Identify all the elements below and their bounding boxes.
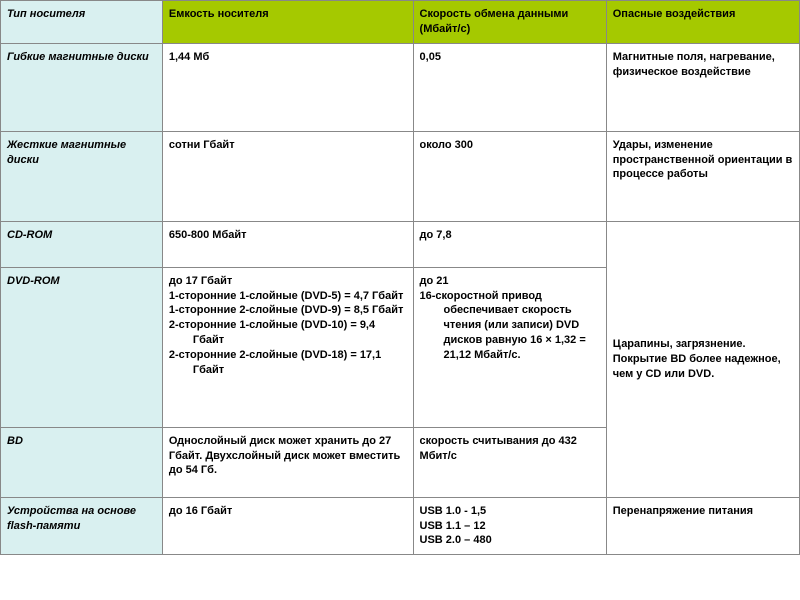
capacity-line: 1-сторонние 2-слойные (DVD-9) = 8,5 Гбай… — [169, 303, 407, 318]
table-body: Гибкие магнитные диски 1,44 Мб 0,05 Магн… — [1, 43, 800, 555]
cell-capacity: Однослойный диск может хранить до 27 Гба… — [162, 427, 413, 497]
table-header-row: Тип носителя Емкость носителя Скорость о… — [1, 1, 800, 44]
cell-speed: до 7,8 — [413, 221, 606, 267]
cell-hazard: Удары, изменение пространственной ориент… — [606, 131, 799, 221]
cell-type: Жесткие магнитные диски — [1, 131, 163, 221]
cell-capacity: сотни Гбайт — [162, 131, 413, 221]
capacity-line: 2-сторонние 1-слойные (DVD-10) = 9,4 Гба… — [169, 318, 407, 348]
table-row: Устройства на основе flash-памяти до 16 … — [1, 497, 800, 555]
cell-hazard: Магнитные поля, нагревание, физическое в… — [606, 43, 799, 131]
cell-speed: около 300 — [413, 131, 606, 221]
speed-line: USB 1.1 – 12 — [420, 520, 486, 532]
cell-hazard: Перенапряжение питания — [606, 497, 799, 555]
storage-media-table: Тип носителя Емкость носителя Скорость о… — [0, 0, 800, 555]
cell-capacity: до 16 Гбайт — [162, 497, 413, 555]
speed-line: USB 1.0 - 1,5 — [420, 505, 487, 517]
cell-speed: до 21 16-скоростной привод обеспечивает … — [413, 267, 606, 427]
table-row: Жесткие магнитные диски сотни Гбайт окол… — [1, 131, 800, 221]
cell-type: Устройства на основе flash-памяти — [1, 497, 163, 555]
col-header-capacity: Емкость носителя — [162, 1, 413, 44]
speed-line: 16-скоростной привод обеспечивает скорос… — [420, 289, 600, 363]
cell-type: Гибкие магнитные диски — [1, 43, 163, 131]
cell-hazard-merged: Царапины, загрязнение. Покрытие BD более… — [606, 221, 799, 497]
cell-speed: скорость считывания до 432 Мбит/с — [413, 427, 606, 497]
col-header-hazard: Опасные воздействия — [606, 1, 799, 44]
cell-speed: USB 1.0 - 1,5 USB 1.1 – 12 USB 2.0 – 480 — [413, 497, 606, 555]
cell-speed: 0,05 — [413, 43, 606, 131]
cell-capacity: до 17 Гбайт 1-сторонние 1-слойные (DVD-5… — [162, 267, 413, 427]
cell-capacity: 1,44 Мб — [162, 43, 413, 131]
cell-type: DVD-ROM — [1, 267, 163, 427]
speed-line: USB 2.0 – 480 — [420, 534, 492, 546]
speed-line: до 21 — [420, 275, 449, 287]
cell-capacity: 650-800 Мбайт — [162, 221, 413, 267]
capacity-line: 2-сторонние 2-слойные (DVD-18) = 17,1 Гб… — [169, 348, 407, 378]
col-header-speed: Скорость обмена данными (Мбайт/с) — [413, 1, 606, 44]
cell-type: CD-ROM — [1, 221, 163, 267]
capacity-line: до 17 Гбайт — [169, 275, 232, 287]
table-row: CD-ROM 650-800 Мбайт до 7,8 Царапины, за… — [1, 221, 800, 267]
cell-type: BD — [1, 427, 163, 497]
table-row: Гибкие магнитные диски 1,44 Мб 0,05 Магн… — [1, 43, 800, 131]
col-header-type: Тип носителя — [1, 1, 163, 44]
capacity-line: 1-сторонние 1-слойные (DVD-5) = 4,7 Гбай… — [169, 289, 407, 304]
